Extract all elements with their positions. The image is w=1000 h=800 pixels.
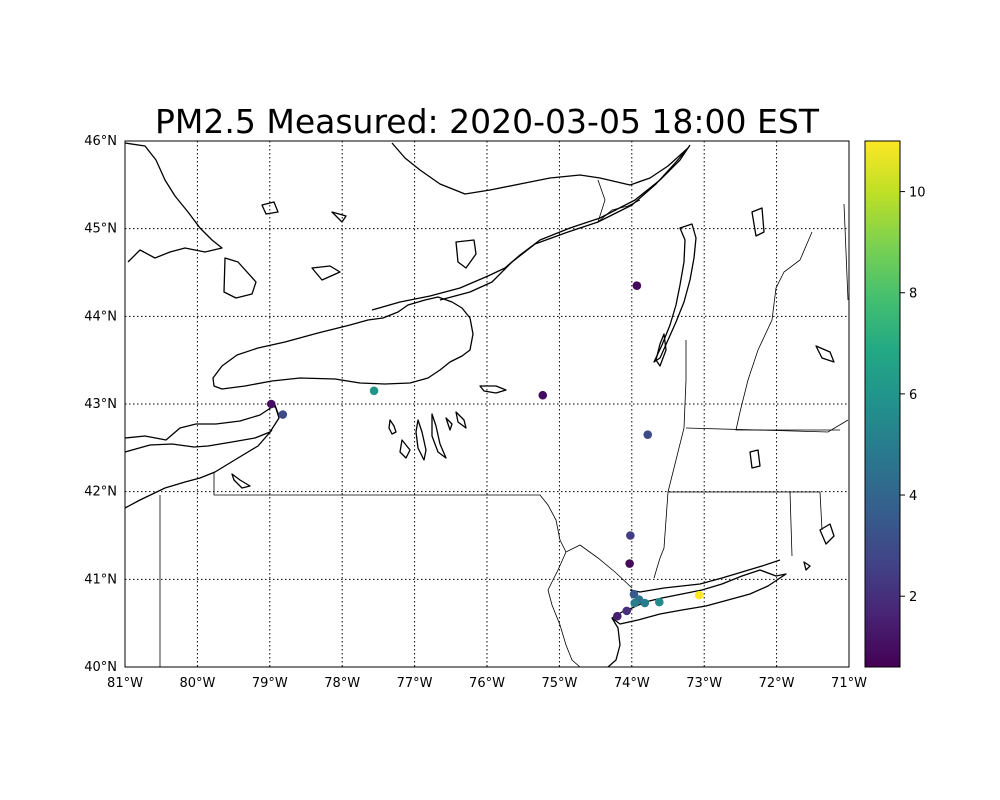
y-tick-label: 45°N (84, 222, 117, 237)
measurement-point (622, 606, 632, 616)
ontario-quebec-border (843, 203, 849, 301)
finger-lake (415, 419, 427, 461)
finger-lake (431, 413, 447, 459)
measurement-point (643, 430, 653, 439)
lake-ontario-coastline (212, 296, 474, 390)
measurement-point (369, 386, 379, 396)
oneida-lake (479, 385, 507, 394)
vt-ma-border (685, 419, 849, 433)
y-tick-label: 40°N (84, 660, 117, 675)
measurement-point (278, 410, 288, 419)
small-lake (815, 345, 835, 363)
measurement-point (625, 559, 634, 568)
finger-lake (388, 419, 397, 435)
vt-nh-border (735, 231, 840, 431)
x-tick-label: 79°W (252, 676, 288, 691)
lake-george (655, 333, 667, 367)
ri-coast (803, 561, 811, 571)
y-tick-label: 42°N (84, 485, 117, 500)
finger-lake (399, 439, 411, 459)
x-tick-label: 81°W (107, 676, 143, 691)
y-tick-label: 44°N (84, 309, 117, 324)
small-lake (331, 211, 347, 223)
colorbar-tick-label: 6 (909, 388, 917, 403)
y-tick-label: 41°N (84, 572, 117, 587)
measurement-point (266, 399, 276, 409)
small-lake (223, 257, 257, 299)
measurement-point (632, 281, 642, 290)
finger-lake (445, 417, 453, 431)
ma-coast (819, 523, 835, 545)
basemap (125, 142, 849, 667)
small-lake (261, 201, 279, 215)
x-tick-label: 80°W (179, 676, 215, 691)
colorbar: 2 4 6 8 10 (864, 140, 926, 668)
y-axis-ticks: 40°N 41°N 42°N 43°N 44°N 45°N 46°N (84, 134, 117, 675)
x-tick-label: 72°W (759, 676, 795, 691)
colorbar-tick-label: 2 (909, 590, 917, 605)
measurement-point (630, 598, 639, 608)
x-tick-label: 78°W (324, 676, 360, 691)
x-tick-label: 71°W (831, 676, 867, 691)
lake-champlain (653, 223, 697, 363)
ny-pa-border (213, 472, 633, 589)
colorbar-tick-label: 4 (909, 489, 917, 504)
small-lake (749, 449, 761, 469)
y-tick-label: 43°N (84, 397, 117, 412)
st-lawrence-river-north (439, 147, 689, 301)
colorbar-ticks: 2 4 6 8 10 (900, 186, 926, 605)
lake-erie-coastline (125, 404, 280, 453)
x-tick-label: 76°W (469, 676, 505, 691)
small-lake (231, 473, 251, 489)
x-tick-label: 77°W (397, 676, 433, 691)
map-area: 81°W 80°W 79°W 78°W 77°W 76°W 75°W 74°W 73°W 72°W… (84, 134, 867, 691)
small-lake (311, 265, 341, 281)
colorbar-gradient (864, 140, 901, 668)
nj-pa-border (547, 551, 581, 667)
new-jersey-coast (607, 617, 621, 667)
colorbar-tick-label: 8 (909, 287, 917, 302)
measurement-point (694, 590, 704, 600)
map-title: PM2.5 Measured: 2020-03-05 18:00 EST (155, 102, 820, 141)
x-tick-label: 73°W (686, 676, 722, 691)
small-lake (455, 239, 477, 269)
measurement-point (626, 531, 635, 540)
colorbar-tick-label: 10 (909, 186, 926, 201)
us-canada-border (597, 179, 641, 224)
data-points (266, 281, 704, 621)
measurement-point (613, 611, 622, 621)
ny-vt-border (667, 340, 687, 493)
ny-ma-ct-border (668, 491, 823, 531)
lake-erie-south-shore (125, 429, 273, 509)
measurement-point (640, 598, 650, 608)
ottawa-river (391, 142, 689, 195)
x-axis-ticks: 81°W 80°W 79°W 78°W 77°W 76°W 75°W 74°W 73°W 72°W… (107, 676, 867, 691)
x-tick-label: 74°W (614, 676, 650, 691)
map-frame (124, 140, 850, 668)
measurement-point (655, 597, 664, 607)
x-tick-label: 75°W (541, 676, 577, 691)
gridlines (124, 140, 850, 668)
georgian-bay-shore (125, 142, 223, 263)
y-tick-label: 46°N (84, 134, 117, 149)
measurement-point (538, 390, 548, 400)
small-lake (751, 207, 765, 237)
nyc-coast (629, 559, 781, 593)
finger-lake (455, 411, 467, 429)
ny-ct-border (653, 491, 669, 579)
ct-ri-border (789, 491, 793, 557)
long-island-coastline (611, 569, 787, 625)
